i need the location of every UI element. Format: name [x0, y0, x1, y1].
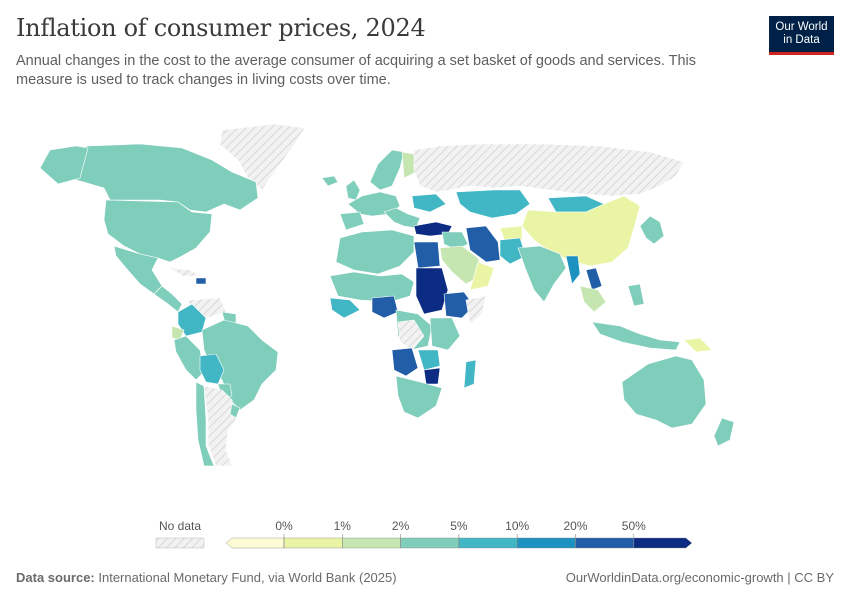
iran[interactable] [465, 225, 501, 263]
russia[interactable] [413, 143, 685, 197]
southeast-asia[interactable] [579, 285, 607, 313]
legend-bin[interactable] [458, 537, 518, 549]
india[interactable] [517, 245, 567, 303]
source-label: Data source: [16, 570, 95, 585]
madagascar[interactable] [463, 359, 477, 389]
legend-tick-label: 10% [505, 519, 529, 533]
central-america[interactable] [153, 285, 183, 313]
papua-new-guinea[interactable] [683, 337, 713, 353]
zimbabwe[interactable] [423, 367, 441, 385]
china[interactable] [521, 195, 641, 267]
legend-bin[interactable] [517, 537, 576, 549]
legend-tick-label: 50% [622, 519, 646, 533]
drc[interactable] [397, 319, 425, 351]
united-states[interactable] [103, 199, 213, 263]
egypt[interactable] [413, 241, 441, 269]
legend-no-data-swatch[interactable] [155, 537, 205, 549]
myanmar[interactable] [565, 255, 581, 285]
footer: Data source: International Monetary Fund… [16, 570, 834, 585]
angola[interactable] [391, 347, 419, 377]
new-zealand[interactable] [713, 417, 735, 447]
ukraine[interactable] [411, 193, 447, 213]
owid-logo[interactable]: Our World in Data [769, 16, 834, 55]
alaska[interactable] [39, 145, 89, 185]
source-url[interactable]: OurWorldinData.org/economic-growth | CC … [565, 570, 834, 585]
legend-bin[interactable] [342, 537, 401, 549]
logo-line-2: in Data [783, 34, 820, 46]
peru[interactable] [173, 335, 205, 381]
legend-bin[interactable] [283, 537, 343, 549]
scandinavia[interactable] [369, 149, 405, 191]
legend-ticks: 0% 1% 2% 5% 10% 20% 50% [275, 519, 646, 548]
west-africa-coast[interactable] [329, 297, 361, 319]
cuba[interactable] [169, 267, 201, 277]
australia[interactable] [621, 355, 707, 429]
greenland[interactable] [219, 123, 306, 191]
legend-tick-label: 20% [563, 519, 587, 533]
philippines[interactable] [627, 283, 645, 307]
ireland-uk[interactable] [345, 179, 361, 201]
nigeria[interactable] [371, 295, 399, 319]
southern-africa[interactable] [395, 375, 443, 419]
legend-bin[interactable] [633, 537, 693, 549]
uruguay[interactable] [229, 403, 241, 419]
iceland[interactable] [321, 175, 339, 187]
logo-line-1: Our World [775, 21, 828, 33]
legend-tick-label: 2% [392, 519, 410, 533]
canada[interactable] [47, 143, 259, 213]
argentina[interactable] [203, 385, 237, 467]
source-text: International Monetary Fund, via World B… [98, 570, 397, 585]
japan-korea[interactable] [639, 215, 665, 245]
chart-title: Inflation of consumer prices, 2024 [16, 14, 426, 42]
iberia[interactable] [339, 211, 365, 231]
indonesia[interactable] [591, 321, 681, 351]
map-legend: No data 0% 1% 2% 5% 10% 20% 50% [155, 519, 693, 549]
legend-no-data-label: No data [159, 519, 201, 533]
legend-tick-label: 0% [275, 519, 293, 533]
chart-subtitle: Annual changes in the cost to the averag… [16, 53, 697, 88]
legend-tick-label: 5% [450, 519, 468, 533]
kazakhstan[interactable] [455, 189, 531, 219]
pakistan[interactable] [499, 237, 527, 265]
horn-of-africa[interactable] [465, 295, 487, 325]
sudan[interactable] [415, 267, 449, 315]
sahel[interactable] [329, 271, 415, 303]
yemen-oman[interactable] [469, 261, 495, 291]
north-africa[interactable] [335, 229, 415, 275]
legend-bin[interactable] [400, 537, 460, 549]
zambia-malawi[interactable] [417, 349, 441, 371]
legend-bin[interactable] [575, 537, 634, 549]
western-europe[interactable] [347, 191, 401, 217]
world-map [39, 123, 735, 467]
haiti[interactable] [195, 277, 207, 285]
chile[interactable] [195, 381, 215, 467]
legend-tick-label: 1% [334, 519, 352, 533]
east-africa[interactable] [429, 317, 461, 351]
laos[interactable] [585, 267, 603, 291]
legend-bin[interactable] [225, 537, 285, 549]
italy-balkans[interactable] [383, 207, 421, 229]
